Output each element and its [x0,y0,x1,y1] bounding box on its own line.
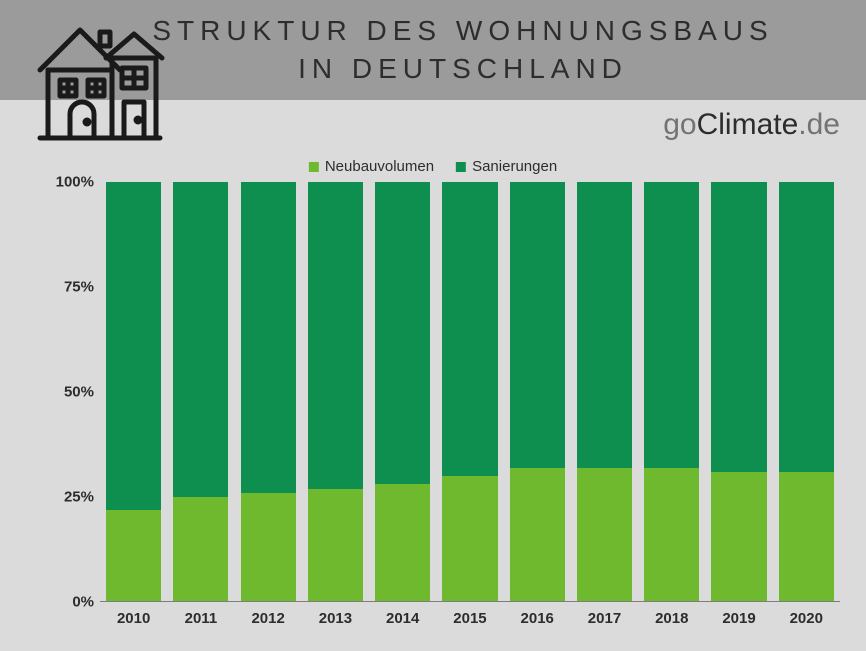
bar-segment-sanierungen [644,182,699,468]
bar-segment-sanierungen [510,182,565,468]
bar-slot: 2013 [302,182,369,602]
bar-segment-sanierungen [241,182,296,493]
bar-segment-sanierungen [711,182,766,472]
house-icon [28,10,168,145]
bar-segment-neubau [173,497,228,602]
y-tick: 50% [44,384,94,401]
brand-de: .de [798,108,840,141]
bar-segment-sanierungen [375,182,430,484]
bar [375,182,430,602]
x-tick: 2018 [655,610,688,627]
bar-segment-neubau [106,510,161,602]
baseline [100,601,840,602]
legend-item-sanierung: Sanierungen [456,158,557,175]
brand-climate: Climate [697,108,799,141]
bar [308,182,363,602]
bar-segment-neubau [510,468,565,602]
legend: Neubauvolumen Sanierungen [309,158,557,175]
chart: 0%25%50%75%100% 201020112012201320142015… [100,182,840,602]
bar-segment-sanierungen [577,182,632,468]
y-tick: 25% [44,489,94,506]
bar-segment-neubau [779,472,834,602]
bar-segment-sanierungen [779,182,834,472]
bar [442,182,497,602]
bar-segment-sanierungen [308,182,363,489]
bar [779,182,834,602]
bar-segment-neubau [644,468,699,602]
bar-segment-sanierungen [106,182,161,510]
x-tick: 2014 [386,610,419,627]
bar-segment-neubau [241,493,296,602]
x-tick: 2010 [117,610,150,627]
brand-logo: goClimate.de [663,108,840,142]
legend-label-neubau: Neubauvolumen [325,158,434,175]
legend-swatch-neubau [309,162,319,172]
bar [173,182,228,602]
bar-slot: 2010 [100,182,167,602]
brand-go: go [663,108,696,141]
bar [577,182,632,602]
bar-segment-neubau [442,476,497,602]
x-tick: 2012 [251,610,284,627]
page-title: STRUKTUR DES WOHNUNGSBAUS IN DEUTSCHLAND [152,12,773,88]
y-tick: 75% [44,279,94,296]
bar-slot: 2016 [504,182,571,602]
x-tick: 2017 [588,610,621,627]
x-tick: 2011 [185,610,218,627]
bar-slot: 2017 [571,182,638,602]
x-tick: 2016 [521,610,554,627]
bar [510,182,565,602]
bar-segment-sanierungen [442,182,497,476]
x-tick: 2015 [453,610,486,627]
bar-segment-neubau [308,489,363,602]
bars-container: 2010201120122013201420152016201720182019… [100,182,840,602]
x-tick: 2019 [722,610,755,627]
legend-item-neubau: Neubauvolumen [309,158,434,175]
title-line1: STRUKTUR DES WOHNUNGSBAUS [152,15,773,46]
bar-slot: 2012 [235,182,302,602]
bar-slot: 2019 [705,182,772,602]
bar-slot: 2014 [369,182,436,602]
bar [644,182,699,602]
y-axis: 0%25%50%75%100% [44,182,94,602]
legend-swatch-sanierung [456,162,466,172]
bar-segment-neubau [577,468,632,602]
bar-segment-sanierungen [173,182,228,497]
bar [241,182,296,602]
bar-slot: 2015 [436,182,503,602]
bar-slot: 2018 [638,182,705,602]
y-tick: 100% [44,174,94,191]
bar-segment-neubau [375,484,430,602]
bar [106,182,161,602]
bar [711,182,766,602]
title-line2: IN DEUTSCHLAND [298,53,628,84]
x-tick: 2020 [790,610,823,627]
y-tick: 0% [44,594,94,611]
bar-segment-neubau [711,472,766,602]
bar-slot: 2020 [773,182,840,602]
legend-label-sanierung: Sanierungen [472,158,557,175]
bar-slot: 2011 [167,182,234,602]
x-tick: 2013 [319,610,352,627]
